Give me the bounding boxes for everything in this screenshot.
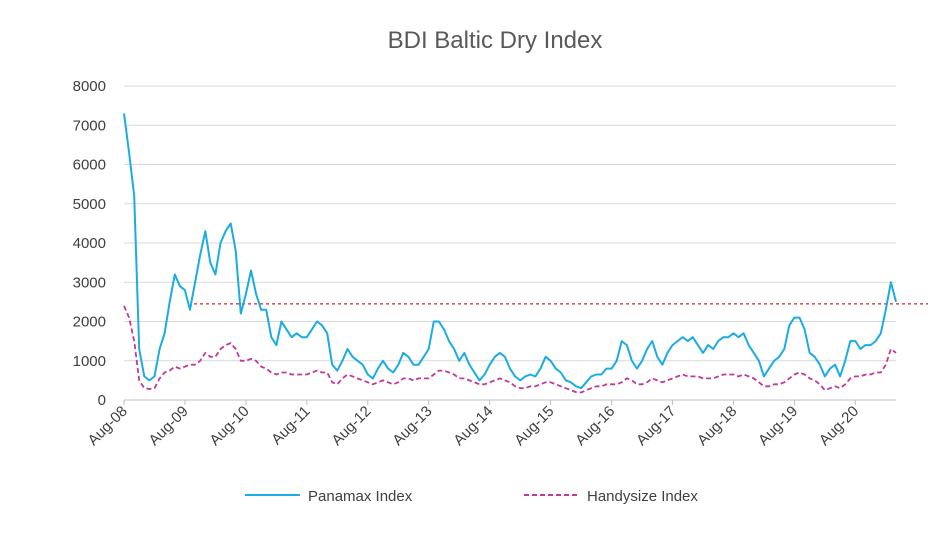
x-tick-label: Aug-12 <box>328 403 374 449</box>
x-tick-label: Aug-17 <box>633 403 679 449</box>
y-tick-label: 2000 <box>73 314 106 331</box>
x-tick-label: Aug-15 <box>511 403 557 449</box>
y-tick-label: 3000 <box>73 274 106 291</box>
y-tick-label: 7000 <box>73 117 106 134</box>
chart-title: BDI Baltic Dry Index <box>388 27 603 54</box>
x-tick-label: Aug-13 <box>389 403 435 449</box>
x-tick-label: Aug-11 <box>268 403 313 448</box>
y-tick-label: 1000 <box>73 353 106 370</box>
x-tick-label: Aug-18 <box>694 403 740 449</box>
legend-label-panamax: Panamax Index <box>308 488 413 505</box>
legend: Panamax Index Handysize Index <box>245 488 698 505</box>
x-tick-label: Aug-14 <box>450 403 496 449</box>
y-axis-ticks: 0 1000 2000 3000 4000 5000 6000 7000 8000 <box>73 78 106 409</box>
x-tick-label: Aug-19 <box>755 403 801 449</box>
y-tick-label: 6000 <box>73 157 106 174</box>
legend-label-handysize: Handysize Index <box>587 488 698 505</box>
y-tick-label: 0 <box>98 392 106 409</box>
x-tick-label: Aug-10 <box>206 403 252 449</box>
series-line-handysize <box>123 305 897 394</box>
x-tick-label: Aug-16 <box>572 403 618 449</box>
x-axis: Aug-08 Aug-09 Aug-10 Aug-11 Aug-12 Aug-13 Aug-… <box>85 399 896 449</box>
x-tick-label: Aug-08 <box>85 403 131 449</box>
x-tick-label: Aug-20 <box>816 403 862 449</box>
series-line-panamax <box>123 113 897 390</box>
y-tick-label: 5000 <box>73 196 106 213</box>
series-lines <box>123 113 897 394</box>
x-tick-label: Aug-09 <box>146 403 192 449</box>
gridlines <box>124 85 896 362</box>
y-tick-label: 8000 <box>73 78 106 95</box>
y-tick-label: 4000 <box>73 235 106 252</box>
